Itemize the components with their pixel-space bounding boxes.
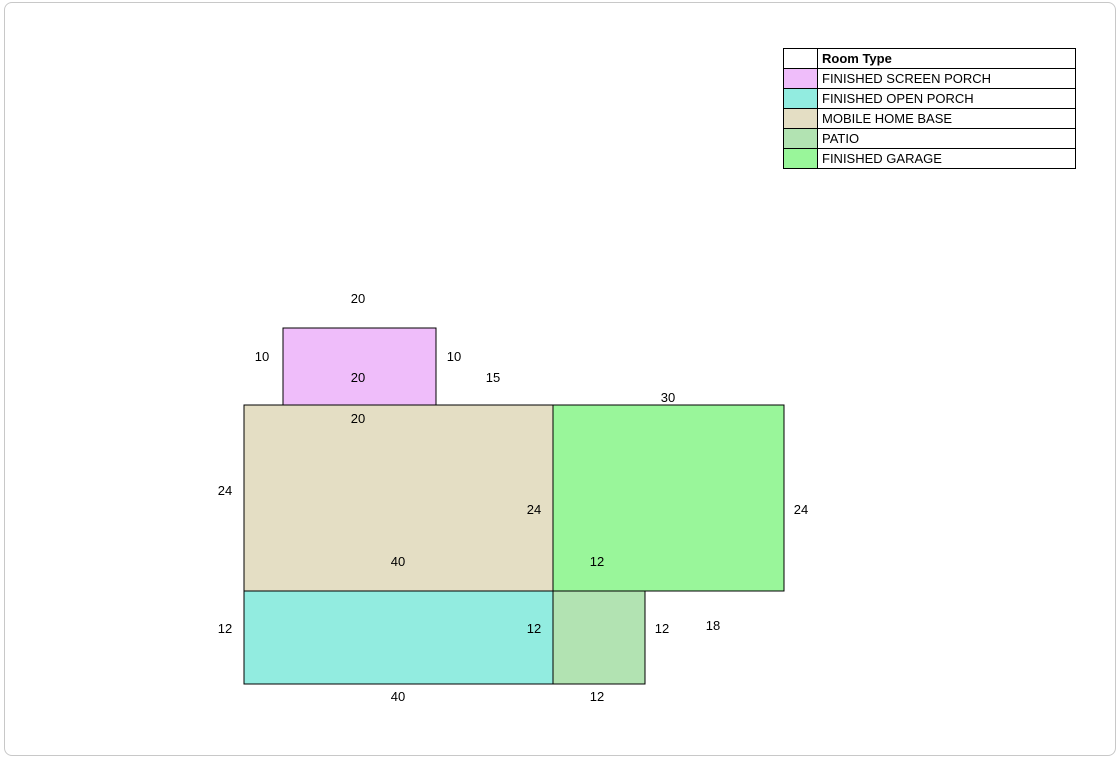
dim-garage-bottom: 12 — [590, 554, 604, 569]
legend-item-garage: FINISHED GARAGE — [783, 148, 1076, 169]
room-patio — [552, 590, 646, 685]
room-type-legend: Room Type FINISHED SCREEN PORCH FINISHED… — [783, 48, 1076, 169]
legend-item-patio: PATIO — [783, 128, 1076, 149]
dim-porch-left: 10 — [255, 349, 269, 364]
dim-open-right: 12 — [527, 621, 541, 636]
legend-swatch — [783, 108, 818, 129]
legend-header: Room Type — [817, 48, 1076, 69]
legend-item-open-porch: FINISHED OPEN PORCH — [783, 88, 1076, 109]
room-mobile-home-base — [243, 404, 554, 592]
dim-base-right: 24 — [527, 502, 541, 517]
legend-item-mobile-home-base: MOBILE HOME BASE — [783, 108, 1076, 129]
legend-swatch — [783, 68, 818, 89]
legend-swatch — [783, 148, 818, 169]
dim-garage-top: 30 — [661, 390, 675, 405]
dim-offset-15: 15 — [486, 370, 500, 385]
legend-label: MOBILE HOME BASE — [817, 108, 1076, 129]
legend-swatch — [783, 88, 818, 109]
legend-label: FINISHED GARAGE — [817, 148, 1076, 169]
dim-porch-right: 10 — [447, 349, 461, 364]
dim-patio-bottom: 12 — [590, 689, 604, 704]
dim-offset-18: 18 — [706, 618, 720, 633]
dim-open-left: 12 — [218, 621, 232, 636]
room-garage — [552, 404, 785, 592]
dim-garage-right: 24 — [794, 502, 808, 517]
dim-base-top: 20 — [351, 411, 365, 426]
legend-swatch — [783, 128, 818, 149]
room-open-porch — [243, 590, 554, 685]
dim-base-left: 24 — [218, 483, 232, 498]
room-screen-porch — [282, 327, 437, 406]
dim-patio-right: 12 — [655, 621, 669, 636]
dim-porch-top: 20 — [351, 291, 365, 306]
dim-open-bottom: 40 — [391, 689, 405, 704]
dim-porch-inner: 20 — [351, 370, 365, 385]
dim-base-bottom: 40 — [391, 554, 405, 569]
